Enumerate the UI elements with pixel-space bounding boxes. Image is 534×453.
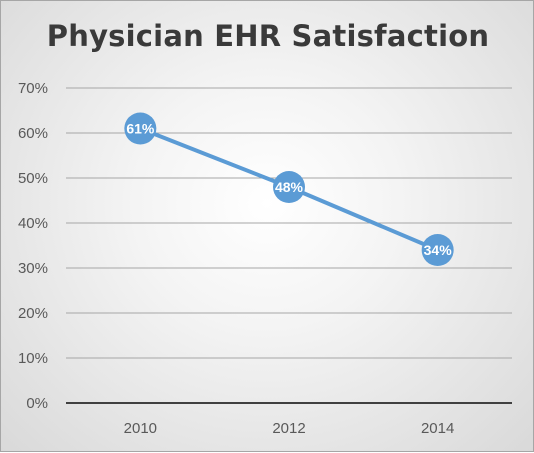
y-tick-label: 0% [26, 395, 48, 412]
x-tick-label: 2010 [124, 420, 157, 437]
chart-title: Physician EHR Satisfaction [46, 19, 490, 53]
y-tick-label: 20% [18, 305, 48, 322]
y-tick-label: 10% [18, 350, 48, 367]
data-label: 48% [275, 179, 304, 195]
data-point [124, 112, 157, 145]
y-tick-label: 30% [18, 260, 48, 277]
y-tick-label: 40% [18, 215, 48, 232]
data-point [421, 234, 454, 266]
y-tick-label: 50% [18, 170, 48, 187]
y-tick-label: 70% [18, 80, 48, 97]
data-point [273, 171, 305, 203]
data-label: 34% [424, 242, 453, 258]
data-label: 61% [126, 121, 155, 137]
x-tick-label: 2014 [421, 420, 454, 437]
y-tick-label: 60% [18, 125, 48, 142]
x-tick-label: 2012 [272, 420, 305, 437]
